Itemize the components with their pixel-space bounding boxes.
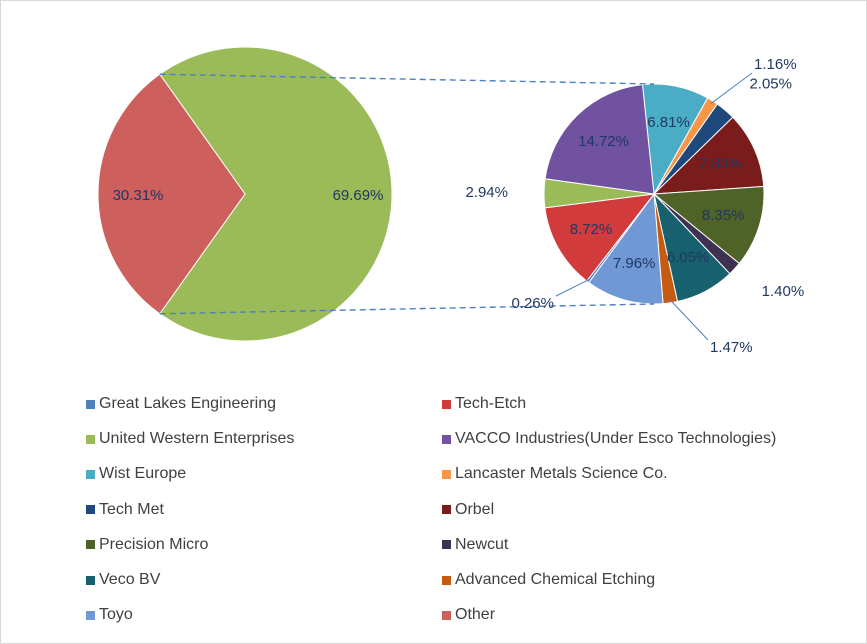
legend-label: Wist Europe xyxy=(99,465,187,483)
legend-label: Other xyxy=(455,606,496,624)
legend-swatch xyxy=(86,505,95,515)
label-other: 30.31% xyxy=(113,187,164,204)
data-labels: 30.31% 69.69% 6.81% 1.16% 2.05% 7.80% 8.35% 1.4… xyxy=(113,56,805,356)
label-primary-combined: 69.69% xyxy=(333,187,384,204)
label-lancaster-metals-science-co: 1.16% xyxy=(754,56,797,73)
legend-item-orbel: Orbel xyxy=(442,498,494,522)
legend-swatch xyxy=(442,540,451,550)
label-great-lakes-engineering: 0.26% xyxy=(511,295,554,312)
legend-label: Precision Micro xyxy=(99,535,209,553)
label-orbel: 7.80% xyxy=(699,155,742,172)
leader-advanced-chemical-etching xyxy=(669,299,709,341)
label-wist-europe: 6.81% xyxy=(647,114,690,131)
legend-label: Lancaster Metals Science Co. xyxy=(455,465,668,483)
secondary-slice-tech-etch xyxy=(544,193,656,282)
legend-swatch xyxy=(442,610,451,620)
leader-great-lakes-engineering xyxy=(555,278,590,297)
legend-label: Orbel xyxy=(455,500,495,518)
label-newcut: 1.40% xyxy=(762,283,805,300)
label-united-western-enterprises: 2.94% xyxy=(465,184,508,201)
legend-label: United Western Enterprises xyxy=(99,430,295,448)
legend-swatch xyxy=(86,399,95,409)
legend-swatch xyxy=(86,469,95,479)
pie-of-pie-chart: 30.31% 69.69% 6.81% 1.16% 2.05% 7.80% 8.35% 1.4… xyxy=(97,46,805,356)
legend-item-tech-etch: Tech-Etch xyxy=(442,392,526,416)
legend-item-newcut: Newcut xyxy=(442,533,508,557)
legend-item-vacco-industries-under-esco-technologies: VACCO Industries(Under Esco Technologies… xyxy=(442,427,776,451)
legend-item-great-lakes-engineering: Great Lakes Engineering xyxy=(86,392,276,416)
legend-item-toyo: Toyo xyxy=(86,603,133,627)
legend-label: Advanced Chemical Etching xyxy=(455,571,656,588)
legend-item-united-western-enterprises: United Western Enterprises xyxy=(86,427,294,451)
legend-swatch xyxy=(442,469,451,479)
legend-swatch xyxy=(86,540,95,550)
primary-slice-combined-secondary xyxy=(159,46,393,342)
connector-bottom xyxy=(159,303,655,315)
label-advanced-chemical-etching: 1.47% xyxy=(710,339,753,356)
label-tech-met: 2.05% xyxy=(749,75,792,92)
legend-label: Great Lakes Engineering xyxy=(99,395,276,412)
legend-item-lancaster-metals-science-co: Lancaster Metals Science Co. xyxy=(442,462,668,486)
secondary-slice-precision-micro xyxy=(652,185,765,265)
label-precision-micro: 8.35% xyxy=(702,207,745,224)
legend-label: Tech Met xyxy=(99,500,164,518)
legend-swatch xyxy=(442,399,451,409)
secondary-pie xyxy=(543,83,765,305)
primary-slice-other xyxy=(97,73,246,315)
legend-swatch xyxy=(86,575,95,585)
legend-item-wist-europe: Wist Europe xyxy=(86,462,186,486)
secondary-slice-toyo xyxy=(588,192,664,305)
primary-pie xyxy=(97,46,393,342)
connector-top xyxy=(159,73,655,85)
legend-label: Newcut xyxy=(455,535,509,553)
legend-label: Veco BV xyxy=(99,571,161,588)
legend-label: Tech-Etch xyxy=(455,395,527,412)
label-tech-etch: 8.72% xyxy=(570,221,613,238)
legend-swatch xyxy=(86,434,95,444)
legend-item-advanced-chemical-etching: Advanced Chemical Etching xyxy=(442,568,655,592)
legend-item-tech-met: Tech Met xyxy=(86,498,164,522)
legend-swatch xyxy=(442,505,451,515)
legend-label: Toyo xyxy=(99,606,133,624)
label-vacco-industries-under-esco-technologies: 14.72% xyxy=(578,133,629,150)
pie-connectors xyxy=(159,73,655,315)
legend-swatch xyxy=(86,610,95,620)
legend-item-precision-micro: Precision Micro xyxy=(86,533,208,557)
legend-label: VACCO Industries(Under Esco Technologies… xyxy=(455,430,777,448)
secondary-slice-orbel xyxy=(652,116,765,195)
label-toyo: 7.96% xyxy=(613,255,656,272)
leader-lancaster-metals-science-co xyxy=(710,72,753,105)
legend-swatch xyxy=(442,575,451,585)
legend-item-other: Other xyxy=(442,603,495,627)
legend-swatch xyxy=(442,434,451,444)
legend-item-veco-bv: Veco BV xyxy=(86,568,160,592)
secondary-slice-vacco-industries-under-esco-technologies xyxy=(544,84,655,195)
label-veco-bv: 6.05% xyxy=(667,249,710,266)
